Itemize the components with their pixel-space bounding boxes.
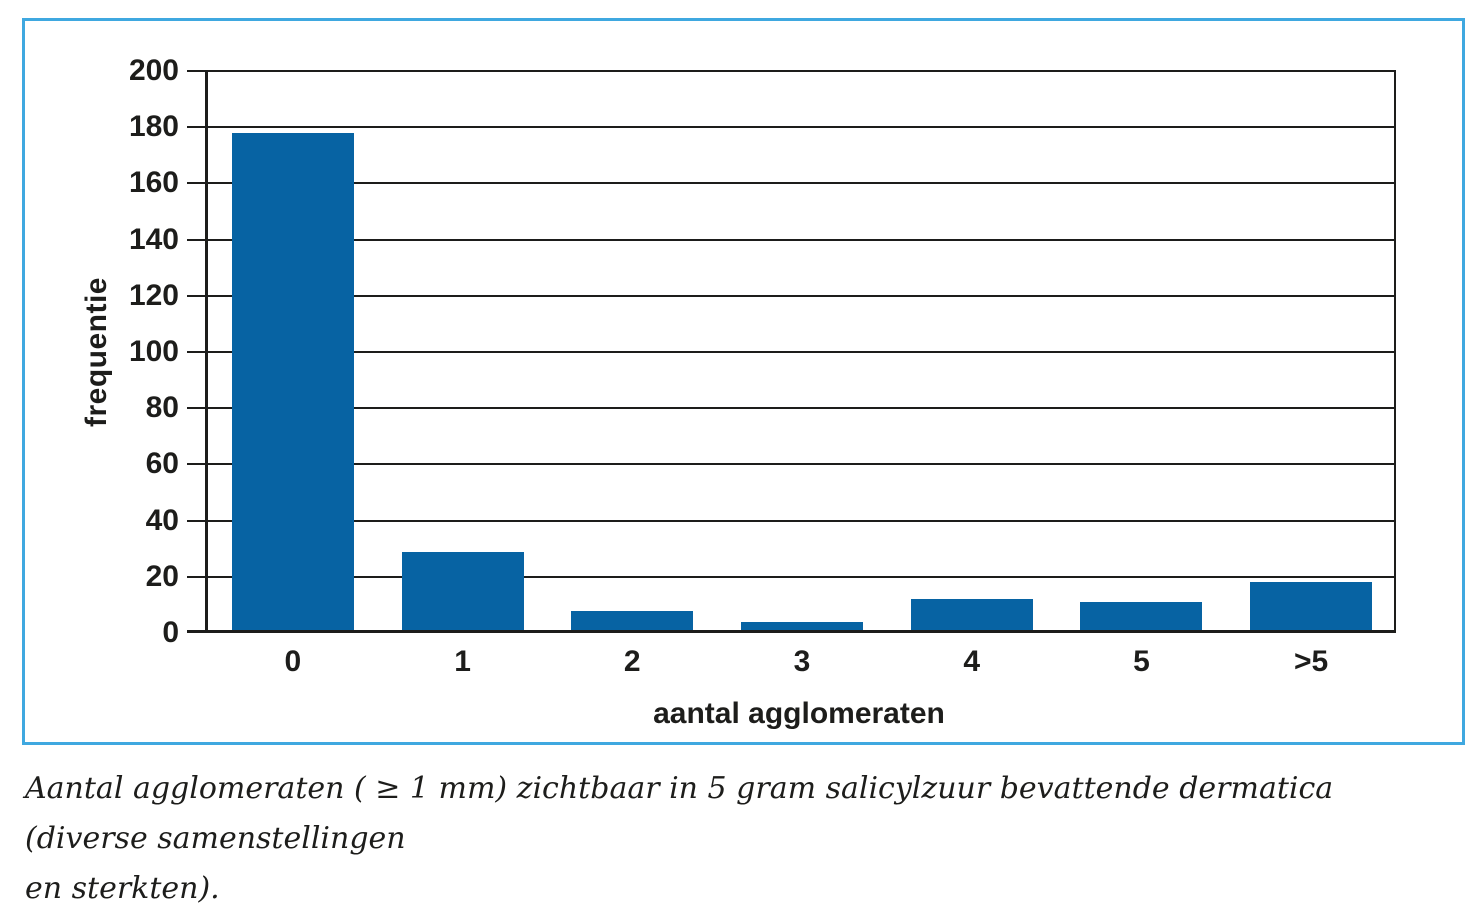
x-tick-label: 3 [793, 645, 811, 678]
x-tick-label: 4 [963, 645, 981, 678]
y-tick-label: 60 [145, 447, 179, 481]
figure-box: frequentie 0 20 40 60 80 100 120 140 160 180 200 0 1… [22, 18, 1465, 745]
x-tick-label: >5 [1294, 645, 1329, 678]
gridline [187, 520, 1396, 522]
bar-5 [1080, 602, 1203, 633]
x-tick-label: 2 [623, 645, 641, 678]
gridline [187, 407, 1396, 409]
bar-2 [571, 610, 694, 633]
bar->5 [1250, 582, 1373, 633]
y-tick-label: 180 [128, 110, 179, 144]
x-tick-label: 5 [1133, 645, 1150, 678]
y-tick-label: 160 [128, 166, 179, 200]
y-tick-label: 120 [128, 278, 179, 312]
y-tick-label: 100 [128, 335, 179, 368]
bar-1 [401, 551, 524, 633]
figure-caption-line-2: en sterkten). [25, 871, 220, 906]
y-tick-label: 80 [145, 391, 179, 425]
gridline [187, 463, 1396, 465]
gridline [187, 576, 1396, 578]
y-tick-label: 20 [145, 559, 179, 593]
x-tick-label: 1 [454, 645, 471, 678]
gridline [187, 126, 1396, 128]
gridline [187, 239, 1396, 241]
gridline [187, 351, 1396, 353]
bar-3 [741, 621, 863, 633]
y-tick-label: 200 [128, 54, 179, 87]
bar-0 [231, 132, 354, 633]
x-axis-title: aantal agglomeraten [653, 697, 945, 730]
y-tick-label: 140 [128, 222, 179, 256]
y-tick-label: 40 [145, 503, 179, 537]
x-axis-line [187, 630, 1396, 633]
figure-caption: Aantal agglomeraten ( ≥ 1 mm) zichtbaar … [25, 764, 1445, 914]
gridline [187, 182, 1396, 184]
y-tick-label: 0 [162, 616, 179, 649]
figure-caption-line-1: Aantal agglomeraten ( ≥ 1 mm) zichtbaar … [25, 771, 1334, 856]
gridline [187, 295, 1396, 297]
plot-area: 0 20 40 60 80 100 120 140 160 180 200 0 1 2 3 4 5 >5 [129, 54, 1396, 678]
x-tick-label: 0 [284, 645, 302, 678]
gridline [187, 70, 1396, 72]
bar-4 [910, 599, 1033, 633]
